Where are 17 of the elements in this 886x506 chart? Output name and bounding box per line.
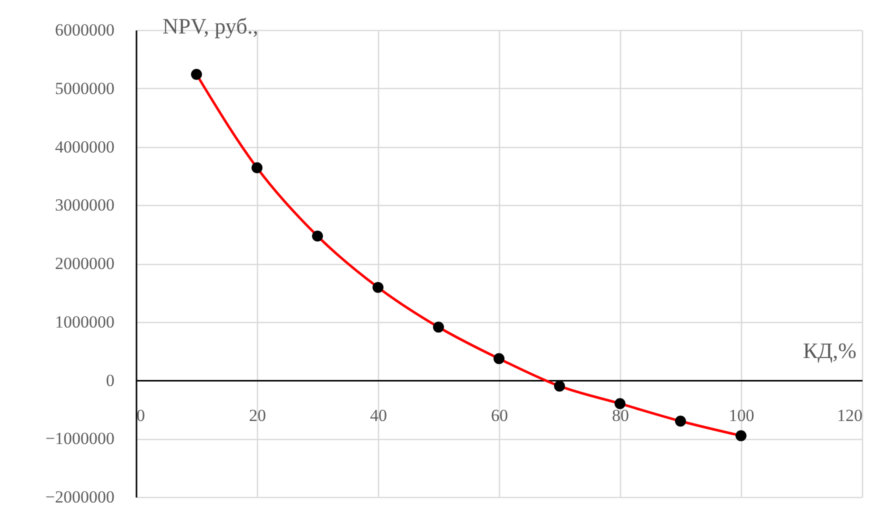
x-tick-label: 120 [837, 406, 862, 425]
y-tick-label: 4000000 [55, 137, 114, 156]
x-tick-label: 20 [249, 406, 266, 425]
x-tick-label: 40 [370, 406, 387, 425]
y-tick-label: 1000000 [55, 312, 114, 332]
x-tick-label: 60 [491, 406, 508, 425]
y-tick-label: 2000000 [55, 254, 114, 273]
y-axis-title: NPV, руб., [162, 14, 258, 38]
y-tick-label: 0 [106, 370, 114, 390]
x-tick-label: 80 [612, 406, 629, 425]
x-tick-label: 100 [728, 406, 754, 425]
y-tick-label: −1000000 [45, 429, 114, 448]
y-tick-label: 6000000 [55, 20, 114, 40]
y-tick-label: 5000000 [55, 78, 114, 98]
x-axis-title: КД,% [802, 338, 856, 363]
y-tick-label: −2000000 [45, 488, 114, 506]
y-tick-label: 3000000 [55, 196, 114, 215]
